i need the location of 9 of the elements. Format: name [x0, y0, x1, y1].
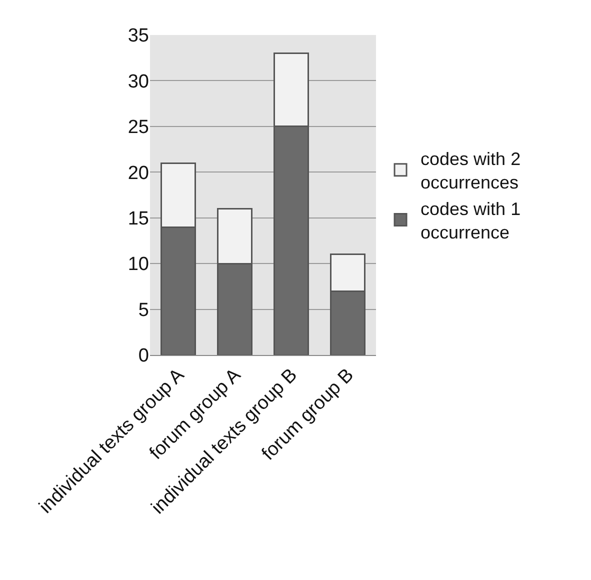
y-tick-label: 25	[128, 117, 149, 138]
legend-label: codes with 1 occurrence	[420, 199, 521, 242]
y-tick-label: 0	[138, 346, 149, 367]
y-tick-label: 20	[128, 162, 149, 184]
y-tick-label: 15	[128, 208, 149, 230]
y-tick-label: 10	[128, 254, 149, 276]
y-tick-label: 5	[138, 300, 149, 321]
y-tick-label: 35	[128, 26, 149, 47]
y-tick-label: 30	[128, 71, 149, 92]
